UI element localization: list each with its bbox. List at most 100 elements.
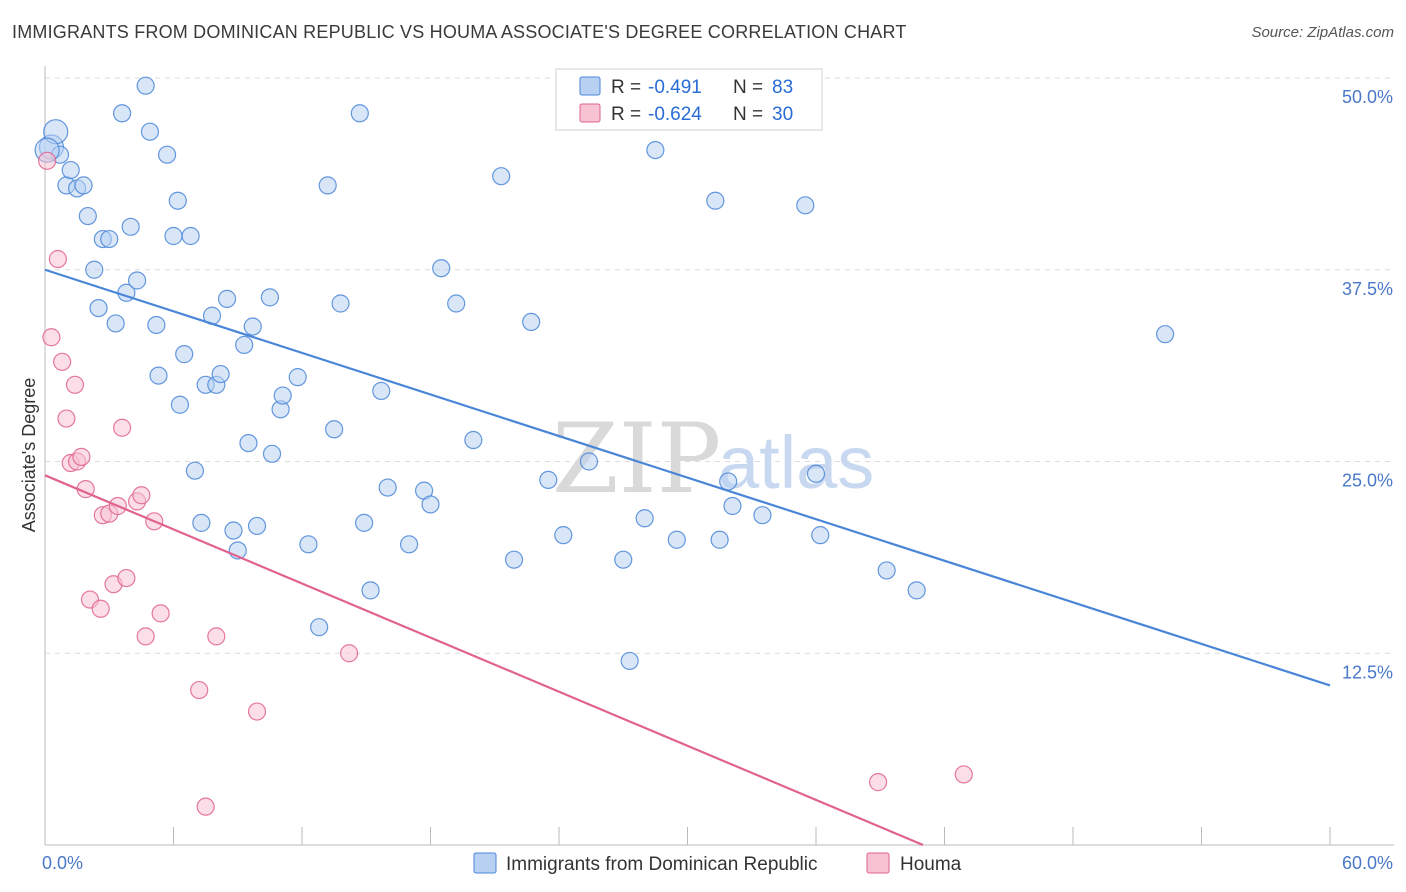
point-dominican xyxy=(273,386,292,405)
point-houma xyxy=(91,599,110,618)
grid-lines xyxy=(45,77,1394,654)
point-dominican xyxy=(181,226,200,246)
point-dominican xyxy=(447,294,466,313)
point-houma xyxy=(340,644,359,663)
y-tick-label: 25.0% xyxy=(1342,471,1393,491)
point-dominican xyxy=(710,530,729,549)
point-dominican xyxy=(811,526,830,545)
stats-legend-swatch-houma xyxy=(579,103,601,123)
point-houma xyxy=(136,627,155,646)
stats-n-value: 30 xyxy=(772,104,793,125)
point-dominican xyxy=(667,530,686,549)
point-dominican xyxy=(61,160,80,180)
point-dominican xyxy=(239,433,258,453)
chart-title: IMMIGRANTS FROM DOMINICAN REPUBLIC VS HO… xyxy=(12,22,907,42)
point-dominican xyxy=(753,506,772,525)
point-dominican xyxy=(318,176,337,195)
y-tick-label: 12.5% xyxy=(1342,662,1393,682)
point-dominican xyxy=(579,452,599,471)
point-dominican xyxy=(432,259,451,278)
series-legend: Immigrants from Dominican Republic Houma xyxy=(473,852,962,875)
point-dominican xyxy=(260,288,279,307)
point-dominican xyxy=(106,314,125,333)
point-houma xyxy=(151,604,170,623)
point-dominican xyxy=(247,516,267,536)
point-houma xyxy=(57,409,76,428)
point-dominican xyxy=(361,581,380,600)
y-axis-label: Associate's Degree xyxy=(19,378,39,533)
point-houma xyxy=(869,773,888,792)
stats-r-label: R = xyxy=(611,77,641,98)
point-houma xyxy=(190,680,209,700)
point-houma xyxy=(42,328,61,347)
stats-n-label: N = xyxy=(733,104,763,125)
point-dominican xyxy=(310,618,329,637)
point-dominican xyxy=(504,550,524,569)
point-dominican xyxy=(539,470,558,490)
watermark-zip: ZIP xyxy=(552,403,721,515)
stats-n-value: 83 xyxy=(772,77,793,98)
trend-line-dominican xyxy=(44,268,1331,687)
source-label: Source: ZipAtlas.com xyxy=(1251,24,1394,41)
point-dominican xyxy=(372,381,391,401)
legend-swatch-dominican xyxy=(473,852,497,874)
point-houma xyxy=(65,375,85,394)
point-houma xyxy=(954,765,973,784)
point-houma xyxy=(72,447,91,466)
point-dominican xyxy=(211,364,230,384)
point-dominican xyxy=(175,345,194,364)
point-dominican xyxy=(192,513,211,532)
stats-legend-swatch-dominican xyxy=(579,76,601,96)
point-dominican xyxy=(378,478,397,497)
series-houma-points xyxy=(38,151,973,816)
stats-n-label: N = xyxy=(733,77,763,98)
point-dominican xyxy=(288,368,307,387)
stats-legend: R = -0.491 N = 83 R = -0.624 N = 30 xyxy=(555,68,823,131)
point-dominican xyxy=(464,430,483,450)
trend-lines xyxy=(44,268,1331,847)
point-dominican xyxy=(147,315,166,335)
point-dominican xyxy=(635,509,654,528)
point-dominican xyxy=(299,535,318,554)
point-dominican xyxy=(170,395,190,414)
point-dominican xyxy=(620,651,639,671)
point-dominican xyxy=(140,122,160,141)
point-dominican xyxy=(492,167,511,186)
point-houma xyxy=(132,486,151,505)
point-dominican xyxy=(89,299,108,318)
point-dominican xyxy=(723,496,742,516)
point-dominican xyxy=(121,217,140,236)
point-dominican xyxy=(78,206,97,226)
point-dominican xyxy=(217,289,237,308)
y-tick-label: 50.0% xyxy=(1342,87,1393,107)
stats-r-value: -0.491 xyxy=(648,77,702,98)
x-tick-label: 0.0% xyxy=(42,853,83,873)
point-dominican xyxy=(74,176,93,195)
point-dominican xyxy=(355,513,374,532)
point-houma xyxy=(38,151,57,170)
point-dominican xyxy=(806,464,826,483)
y-tick-labels: 12.5% 25.0% 37.5% 50.0% xyxy=(1342,87,1393,682)
point-dominican xyxy=(907,581,926,600)
point-houma xyxy=(112,418,132,437)
point-dominican xyxy=(350,104,369,123)
point-dominican xyxy=(706,191,725,210)
point-dominican xyxy=(100,229,119,249)
legend-label-houma: Houma xyxy=(900,854,962,875)
point-dominican xyxy=(243,317,262,336)
point-dominican xyxy=(325,420,344,439)
axes xyxy=(44,66,1394,846)
trend-line-houma xyxy=(44,474,924,847)
point-dominican xyxy=(262,444,282,463)
stats-r-label: R = xyxy=(611,104,641,125)
point-houma xyxy=(247,702,267,721)
legend-swatch-houma xyxy=(866,852,890,874)
point-dominican xyxy=(235,335,254,355)
point-dominican xyxy=(136,76,155,95)
point-dominican xyxy=(157,145,177,164)
point-dominican xyxy=(164,226,183,246)
point-dominican xyxy=(1155,325,1175,344)
watermark-atlas: atlas xyxy=(718,421,874,504)
point-houma xyxy=(207,627,226,646)
